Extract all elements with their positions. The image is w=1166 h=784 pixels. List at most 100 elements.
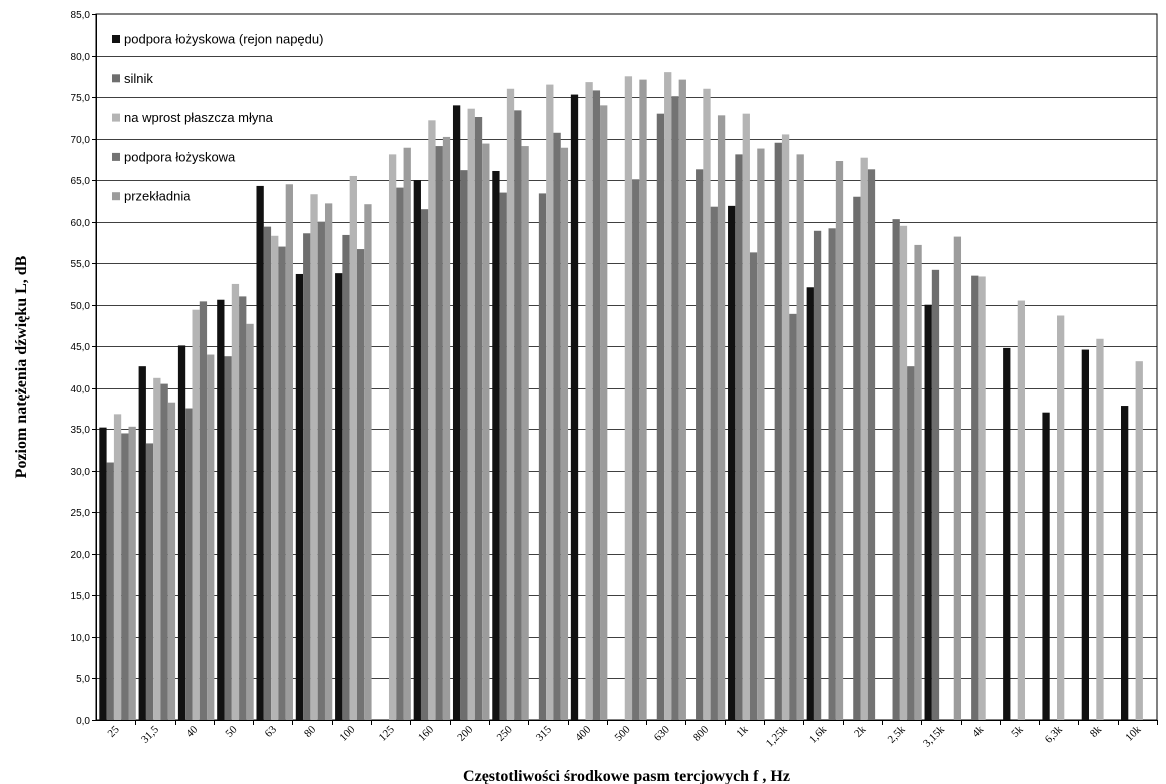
bar [99, 427, 107, 720]
bar [1121, 406, 1129, 720]
bar [403, 147, 411, 720]
y-tick-label: 5,0 [76, 674, 90, 685]
bar [271, 235, 279, 720]
bar [303, 233, 311, 720]
bar [145, 443, 154, 720]
bar [1057, 315, 1065, 720]
bar [420, 209, 429, 720]
bar [364, 204, 372, 720]
x-axis-title: Częstotliwości środkowe pasm tercjowych … [463, 768, 790, 784]
bar [452, 105, 461, 721]
bar [924, 304, 932, 720]
bar [413, 180, 421, 720]
bar [953, 236, 962, 720]
bar [835, 161, 844, 721]
bar [735, 154, 743, 721]
y-tick-label: 35,0 [71, 425, 91, 436]
bar [678, 79, 686, 721]
x-tick-label: 50 [223, 723, 240, 740]
bar [388, 154, 397, 721]
legend-swatch [112, 113, 120, 122]
bar [703, 88, 711, 721]
bar [907, 366, 915, 720]
y-axis-title: Poziom natężenia dźwięku L, dB [13, 255, 30, 478]
bar [585, 82, 593, 721]
legend-label: podpora łożyskowa (rejon napędu) [124, 32, 323, 47]
x-tick-label: 5k [1009, 723, 1026, 740]
bar [757, 148, 765, 720]
bar [560, 147, 569, 720]
y-tick-label: 40,0 [71, 384, 91, 395]
bar [435, 146, 443, 720]
x-tick-label: 125 [377, 723, 398, 744]
y-tick-label: 30,0 [71, 467, 91, 478]
x-tick-label: 40 [184, 723, 201, 740]
bar [914, 244, 922, 720]
y-tick-label: 85,0 [71, 10, 91, 21]
bar [310, 194, 318, 720]
bar [128, 426, 136, 720]
x-tick-label: 1,6k [807, 723, 829, 745]
bar [570, 94, 579, 720]
y-tick-label: 15,0 [71, 591, 91, 602]
x-tick-label: 630 [652, 723, 673, 744]
bar [113, 414, 122, 720]
bar [349, 175, 357, 720]
y-tick-label: 55,0 [71, 259, 91, 270]
bar [185, 408, 193, 720]
x-tick-label: 3,15k [921, 723, 947, 749]
bar [853, 196, 861, 720]
bar [632, 179, 640, 721]
bar [892, 219, 900, 721]
bar [553, 132, 561, 721]
bar [514, 110, 522, 720]
bar [256, 185, 264, 720]
bar [192, 309, 200, 720]
x-tick-label: 4k [970, 723, 987, 740]
bar [521, 146, 529, 720]
bar [828, 228, 836, 721]
bar [728, 205, 736, 721]
legend-swatch [112, 192, 120, 201]
bar [239, 296, 247, 720]
bar [1017, 300, 1026, 720]
x-tick-label: 31,5 [139, 723, 161, 745]
bar [356, 249, 365, 721]
x-tick-label: 2,5k [886, 723, 908, 745]
bar [342, 234, 350, 721]
x-tick-label: 2k [852, 723, 869, 740]
bar [442, 136, 451, 720]
bar [639, 79, 647, 721]
bar [335, 273, 343, 720]
bar [428, 120, 436, 720]
bar [624, 76, 633, 720]
legend-swatch [112, 74, 120, 83]
x-tick-label: 160 [416, 723, 437, 744]
x-tick-label: 80 [302, 723, 319, 740]
bar [1081, 349, 1090, 720]
bar [506, 88, 515, 721]
bar [742, 113, 750, 720]
bar [813, 230, 822, 721]
bar [278, 246, 286, 721]
bar [396, 187, 404, 720]
y-tick-label: 80,0 [71, 52, 91, 63]
x-tick-label: 10k [1123, 723, 1144, 744]
bar [106, 462, 114, 720]
y-tick-label: 45,0 [71, 342, 91, 353]
bar [781, 134, 790, 720]
bar [749, 252, 758, 720]
bar [199, 301, 208, 720]
bar [492, 170, 500, 720]
legend-label: silnik [124, 71, 153, 86]
y-tick-label: 10,0 [71, 633, 91, 644]
bar [860, 157, 868, 720]
x-tick-label: 100 [337, 723, 358, 744]
bar [664, 72, 672, 720]
bar [796, 154, 804, 721]
bar [138, 366, 146, 720]
bar [717, 115, 726, 720]
x-tick-label: 250 [495, 723, 516, 744]
bar [656, 113, 665, 720]
